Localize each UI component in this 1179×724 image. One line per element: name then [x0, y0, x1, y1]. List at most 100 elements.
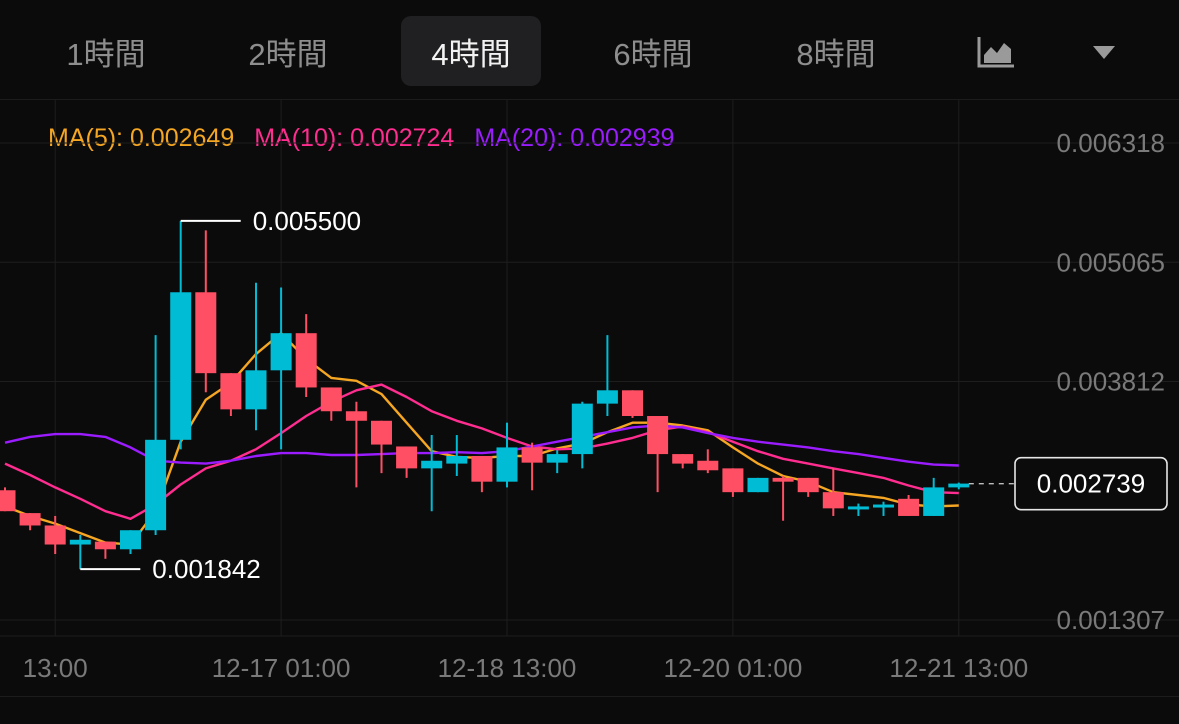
- candle-body: [873, 504, 894, 508]
- y-tick-label: 0.006318: [1057, 128, 1165, 158]
- candlestick-chart[interactable]: 0.005500 0.001842 0.002739 0.006318 0.00506…: [0, 100, 1179, 696]
- candle: [295, 314, 317, 397]
- candle-body: [371, 420, 392, 445]
- ma20-label: MA(20): 0.002939: [474, 124, 675, 152]
- current-price-box: [1014, 456, 1168, 511]
- candle-body: [19, 513, 41, 526]
- candle-body: [69, 539, 91, 545]
- candle-body: [772, 477, 794, 482]
- candle: [44, 515, 66, 555]
- candle: [120, 530, 141, 555]
- candle: [371, 420, 392, 474]
- candle: [245, 282, 267, 431]
- candle-body: [120, 530, 141, 550]
- candle: [797, 477, 819, 497]
- candle: [496, 422, 518, 488]
- candle-body: [446, 455, 468, 464]
- chart-axes: 0.006318 0.005065 0.003812 0.001307 13:00 12-…: [23, 128, 1165, 683]
- candle-body: [220, 373, 242, 410]
- y-tick-label: 0.005065: [1057, 247, 1165, 277]
- candle: [546, 450, 568, 474]
- candle-body: [295, 333, 317, 388]
- candle-body: [521, 447, 543, 463]
- candle-body: [145, 439, 167, 531]
- candle-body: [345, 411, 367, 421]
- candle: [822, 468, 844, 516]
- candle: [747, 477, 769, 493]
- candle-body: [697, 460, 719, 471]
- candle-body: [622, 390, 643, 417]
- candle: [697, 449, 719, 474]
- candle: [571, 401, 593, 469]
- candle-body: [672, 454, 694, 464]
- low-price-label: 0.001842: [152, 554, 260, 584]
- candle: [220, 373, 242, 417]
- candle: [320, 387, 342, 421]
- x-tick-label: 12-21 13:00: [889, 653, 1028, 683]
- candle: [421, 435, 443, 512]
- candles: [0, 220, 970, 570]
- candle: [672, 454, 694, 469]
- candle: [847, 503, 869, 516]
- candle: [170, 220, 192, 450]
- candle-body: [396, 446, 418, 469]
- candle-body: [94, 541, 116, 550]
- candle-body: [320, 387, 342, 412]
- candle-body: [797, 477, 819, 493]
- candle: [722, 468, 744, 497]
- tab-2h[interactable]: 2時間: [248, 36, 328, 72]
- y-tick-label: 0.001307: [1057, 605, 1165, 635]
- area-chart-icon[interactable]: [976, 32, 1016, 72]
- triangle-down-icon[interactable]: [1084, 32, 1124, 72]
- candle-body: [421, 460, 443, 469]
- candle-body: [44, 525, 66, 545]
- y-tick-label: 0.003812: [1057, 367, 1165, 397]
- candle-body: [847, 506, 869, 510]
- x-tick-label: 12-18 13:00: [438, 653, 577, 683]
- candle: [521, 442, 543, 491]
- candle-body: [596, 390, 618, 404]
- bottom-divider: [0, 696, 1179, 697]
- high-price-label: 0.005500: [253, 206, 361, 236]
- candle: [446, 435, 468, 476]
- candle: [622, 390, 643, 418]
- candle: [145, 335, 167, 535]
- candle-body: [647, 416, 669, 455]
- candle-body: [195, 292, 217, 374]
- candle: [69, 534, 91, 570]
- ma10-label: MA(10): 0.002724: [254, 124, 455, 152]
- candle-body: [270, 333, 292, 371]
- candle: [772, 475, 794, 521]
- candle: [195, 230, 217, 393]
- x-tick-label: 12-17 01:00: [212, 653, 351, 683]
- x-tick-label: 13:00: [23, 653, 88, 683]
- candle: [471, 455, 493, 493]
- candle: [596, 335, 618, 417]
- x-tick-label: 12-20 01:00: [664, 653, 803, 683]
- candle: [396, 446, 418, 478]
- candle-body: [948, 483, 970, 488]
- tab-6h[interactable]: 6時間: [613, 36, 693, 72]
- candle-body: [722, 468, 744, 493]
- candle-body: [571, 403, 593, 455]
- candle-body: [923, 487, 945, 516]
- tab-8h[interactable]: 8時間: [796, 36, 876, 72]
- candle: [923, 477, 945, 516]
- candle-body: [546, 454, 568, 463]
- chart-annotations: 0.005500 0.001842 0.002739: [80, 206, 1168, 584]
- ma-legend: MA(5): 0.002649 MA(10): 0.002724 MA(20):…: [48, 124, 674, 153]
- timeframe-tabs: 1時間 2時間 4時間 6時間 8時間: [0, 0, 1179, 100]
- tab-1h[interactable]: 1時間: [66, 36, 146, 72]
- candle: [94, 541, 116, 559]
- candle-body: [170, 292, 192, 440]
- candle-body: [747, 477, 769, 493]
- candle-body: [898, 498, 920, 516]
- candle-body: [0, 490, 16, 512]
- candle: [0, 487, 16, 512]
- ma5-label: MA(5): 0.002649: [48, 124, 235, 152]
- candle: [948, 482, 970, 490]
- candle: [19, 513, 41, 531]
- tab-4h[interactable]: 4時間: [401, 16, 541, 86]
- candle-body: [496, 447, 518, 482]
- candle: [898, 495, 920, 516]
